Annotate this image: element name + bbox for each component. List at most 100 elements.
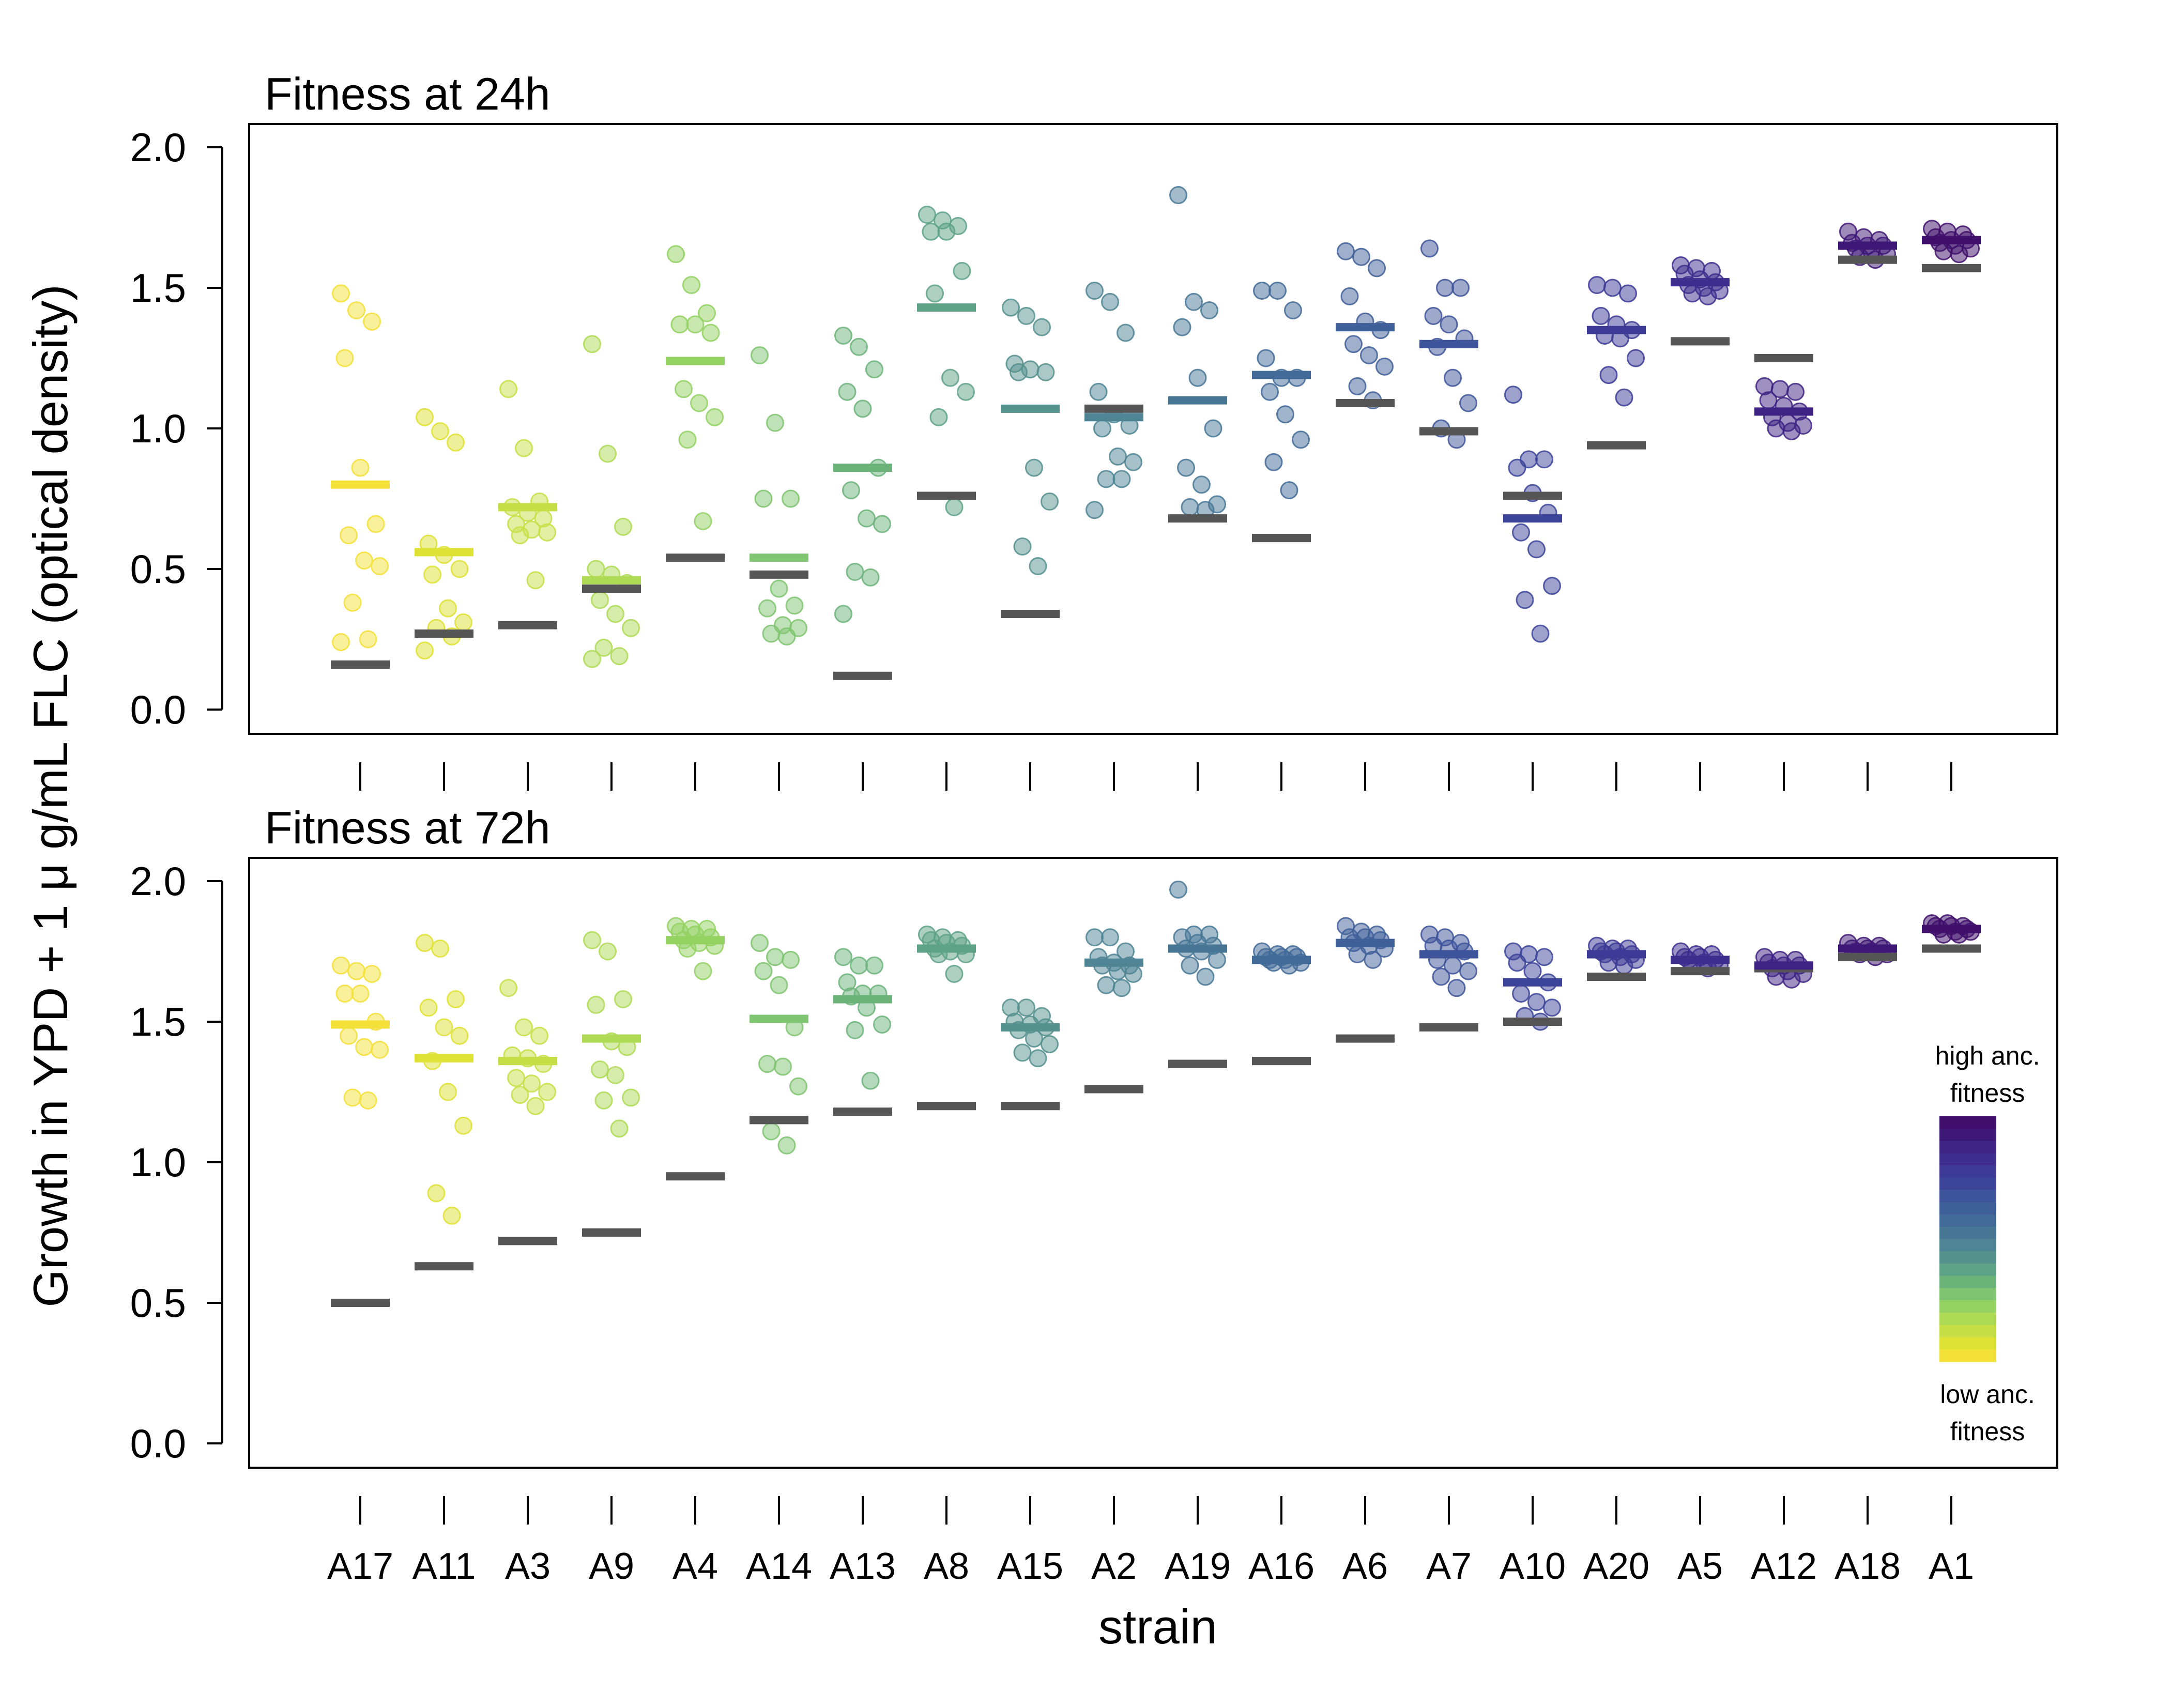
data-point: [359, 630, 377, 649]
data-point: [766, 413, 784, 432]
x-tick-label: A16: [1248, 1546, 1314, 1587]
data-point: [1459, 394, 1477, 412]
legend-swatch: [1939, 1349, 1996, 1362]
data-point: [1181, 956, 1199, 975]
data-point: [1352, 248, 1370, 266]
data-point: [1013, 1043, 1032, 1062]
data-point: [861, 568, 880, 587]
data-point: [594, 1091, 613, 1110]
data-point: [363, 312, 381, 331]
data-point: [1599, 366, 1618, 384]
data-point: [922, 222, 940, 241]
data-point: [953, 261, 971, 280]
x-tick-label: A9: [589, 1546, 634, 1587]
data-point: [583, 931, 601, 949]
data-point: [1010, 363, 1028, 381]
x-tick-label: A11: [412, 1546, 476, 1587]
x-tick-label: A8: [924, 1546, 969, 1587]
y-tick-label: 1.5: [130, 999, 186, 1044]
data-point: [442, 1206, 461, 1225]
data-point: [594, 638, 613, 657]
data-point: [1181, 498, 1199, 516]
data-point: [1112, 979, 1131, 997]
data-point: [1017, 306, 1035, 325]
data-point: [614, 990, 632, 1008]
data-point: [591, 1060, 609, 1079]
data-point: [1284, 301, 1302, 320]
x-tick-label: A4: [672, 1546, 718, 1587]
data-point: [1767, 419, 1785, 438]
data-point: [355, 1038, 373, 1056]
data-point: [1188, 368, 1207, 387]
x-axis-label: strain: [1098, 1599, 1217, 1654]
data-point: [777, 1136, 796, 1155]
data-point: [945, 965, 964, 983]
data-point: [431, 940, 449, 958]
data-point: [347, 962, 365, 980]
data-point: [1029, 557, 1047, 576]
legend-swatch: [1939, 1300, 1996, 1313]
data-point: [351, 984, 370, 1003]
panel-title: Fitness at 72h: [265, 802, 551, 853]
y-tick-label: 2.0: [130, 125, 186, 170]
data-point: [1344, 335, 1363, 353]
data-point: [1112, 470, 1131, 488]
legend-swatch: [1939, 1226, 1996, 1240]
data-point: [842, 481, 860, 500]
data-point: [1261, 382, 1279, 401]
data-point: [507, 1069, 525, 1087]
data-point: [340, 526, 358, 545]
plot-frame: [248, 123, 2058, 735]
x-tick-label: A18: [1834, 1546, 1901, 1587]
data-point: [873, 515, 891, 533]
data-point: [1368, 259, 1386, 278]
data-point: [770, 976, 788, 994]
data-point: [1512, 984, 1530, 1003]
data-point: [690, 394, 708, 412]
data-point: [1512, 523, 1530, 542]
y-tick-label: 0.5: [130, 546, 186, 592]
data-point: [1086, 928, 1104, 947]
panel-title: Fitness at 24h: [265, 68, 551, 119]
data-point: [789, 1077, 807, 1096]
data-point: [1950, 245, 1968, 264]
data-point: [1444, 368, 1462, 387]
data-point: [1459, 962, 1477, 980]
legend-swatch: [1939, 1288, 1996, 1301]
data-point: [1340, 287, 1359, 305]
data-point: [511, 526, 529, 545]
data-point: [499, 380, 517, 398]
data-point: [343, 593, 362, 612]
data-point: [1543, 998, 1561, 1017]
data-point: [1504, 386, 1522, 404]
data-point: [359, 1091, 377, 1110]
data-point: [1508, 953, 1526, 972]
data-point: [1615, 956, 1633, 975]
data-point: [526, 1097, 545, 1115]
data-point: [1782, 422, 1801, 440]
y-tick-label: 1.0: [130, 1140, 186, 1185]
data-point: [1097, 470, 1115, 488]
data-point: [929, 408, 948, 426]
data-point: [770, 579, 788, 598]
data-point: [865, 956, 883, 975]
data-point: [937, 222, 956, 241]
data-point: [853, 399, 872, 418]
y-axis-label: Growth in YPD + 1 μ g/mL FLC (optical de…: [23, 284, 78, 1307]
data-point: [682, 276, 700, 295]
data-point: [678, 430, 697, 449]
data-point: [754, 962, 773, 980]
data-point: [340, 1026, 358, 1045]
data-point: [1086, 281, 1104, 300]
data-point: [754, 489, 773, 508]
data-point: [599, 444, 617, 463]
data-point: [1527, 540, 1546, 559]
data-point: [530, 1026, 548, 1045]
legend-swatch: [1939, 1165, 1996, 1178]
y-tick-label: 1.0: [130, 406, 186, 451]
data-point: [873, 1015, 891, 1034]
data-point: [1117, 324, 1135, 342]
data-point: [526, 571, 545, 590]
